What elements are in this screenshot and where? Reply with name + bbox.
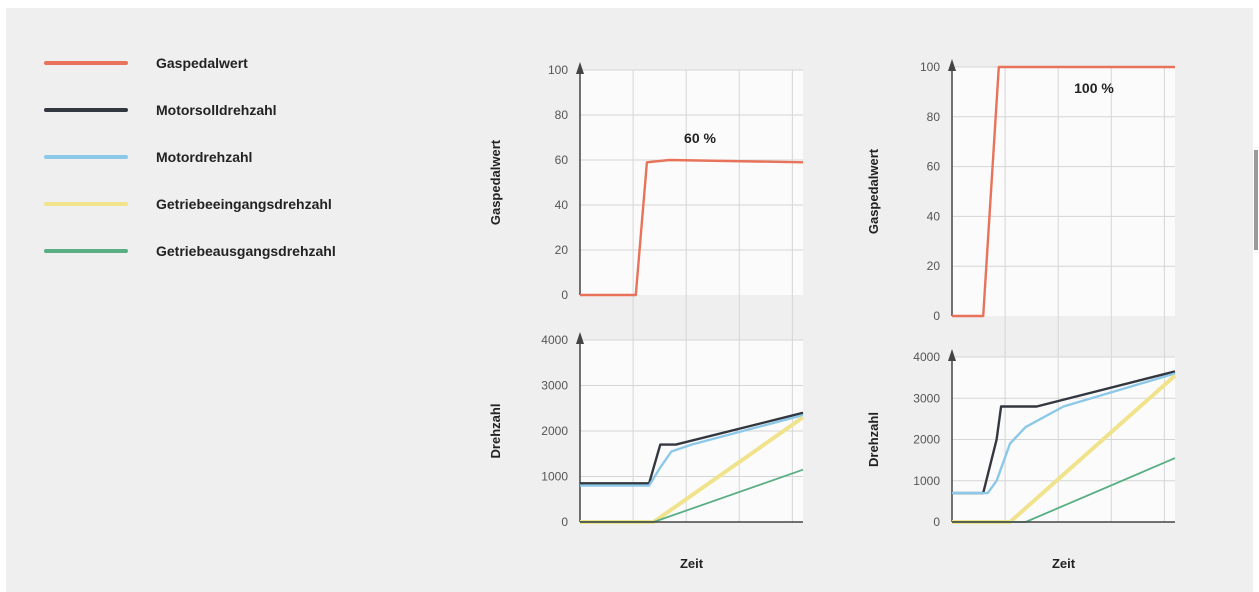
- top-tick-label: 20: [927, 259, 941, 273]
- top-y-axis-arrow: [576, 62, 584, 74]
- top-tick-label: 60: [927, 160, 941, 174]
- top-y-axis-title: Gaspedalwert: [488, 139, 503, 225]
- legend-item: Motorsolldrehzahl: [44, 87, 336, 132]
- top-plot-area: [952, 67, 1175, 316]
- top-tick-label: 0: [561, 288, 568, 302]
- legend-item: Getriebeeingangsdrehzahl: [44, 181, 336, 226]
- x-axis-title: Zeit: [1052, 556, 1076, 571]
- legend-swatch: [44, 60, 128, 65]
- bottom-tick-label: 0: [561, 515, 568, 529]
- series-line-gaspedalwert: [952, 65, 1175, 318]
- legend-item: Gaspedalwert: [44, 40, 336, 85]
- bottom-tick-label: 0: [933, 515, 940, 529]
- bottom-y-axis-title: Drehzahl: [866, 412, 881, 467]
- legend-swatch: [44, 107, 128, 112]
- top-tick-label: 80: [555, 108, 569, 122]
- bottom-tick-label: 2000: [913, 433, 940, 447]
- x-axis-title: Zeit: [680, 556, 704, 571]
- annotation-label: 60 %: [684, 130, 716, 146]
- bottom-tick-label: 3000: [913, 391, 940, 405]
- series-line-motorsolldrehzahl: [580, 411, 804, 485]
- series-line-motordrehzahl: [580, 413, 804, 487]
- top-y-axis-arrow: [948, 59, 956, 71]
- top-y-axis-title: Gaspedalwert: [866, 148, 881, 234]
- legend-label: Gaspedalwert: [156, 54, 248, 71]
- bottom-tick-label: 4000: [913, 350, 940, 364]
- legend-swatch: [44, 201, 128, 206]
- legend-item: Getriebeausgangsdrehzahl: [44, 228, 336, 273]
- legend-label: Motorsolldrehzahl: [156, 101, 277, 118]
- top-tick-label: 100: [548, 63, 568, 77]
- top-tick-label: 40: [927, 209, 941, 223]
- bottom-tick-label: 2000: [541, 424, 568, 438]
- legend-swatch: [44, 154, 128, 159]
- chart-2: 0 20 40 60 80 100 Gaspedalwert 0 1000 2000 3000 400…: [866, 59, 1177, 571]
- top-tick-label: 0: [933, 309, 940, 323]
- bottom-tick-label: 4000: [541, 333, 568, 347]
- legend: Gaspedalwert Motorsolldrehzahl Motordrehza…: [44, 40, 336, 275]
- legend-label: Motordrehzahl: [156, 148, 253, 165]
- top-tick-label: 20: [555, 243, 569, 257]
- bottom-y-axis-arrow: [576, 332, 584, 344]
- bottom-tick-label: 1000: [913, 474, 940, 488]
- top-tick-label: 100: [920, 60, 940, 74]
- top-tick-label: 40: [555, 198, 569, 212]
- legend-swatch: [44, 248, 128, 253]
- bottom-tick-label: 3000: [541, 379, 568, 393]
- series-line-motordrehzahl: [952, 372, 1176, 495]
- legend-label: Getriebeausgangsdrehzahl: [156, 242, 336, 259]
- series-line-gaspedalwert: [580, 158, 804, 297]
- legend-label: Getriebeeingangsdrehzahl: [156, 195, 332, 212]
- top-tick-label: 60: [555, 153, 569, 167]
- bottom-tick-label: 1000: [541, 470, 568, 484]
- top-tick-label: 80: [927, 110, 941, 124]
- annotation-label: 100 %: [1074, 80, 1114, 96]
- bottom-y-axis-title: Drehzahl: [488, 404, 503, 459]
- scrollbar-thumb[interactable]: [1254, 150, 1258, 250]
- chart-1: 0 20 40 60 80 100 Gaspedalwert 0 1000 2000 3000 400…: [488, 62, 805, 571]
- bottom-y-axis-arrow: [948, 349, 956, 361]
- legend-item: Motordrehzahl: [44, 134, 336, 179]
- top-plot-area: [580, 70, 803, 295]
